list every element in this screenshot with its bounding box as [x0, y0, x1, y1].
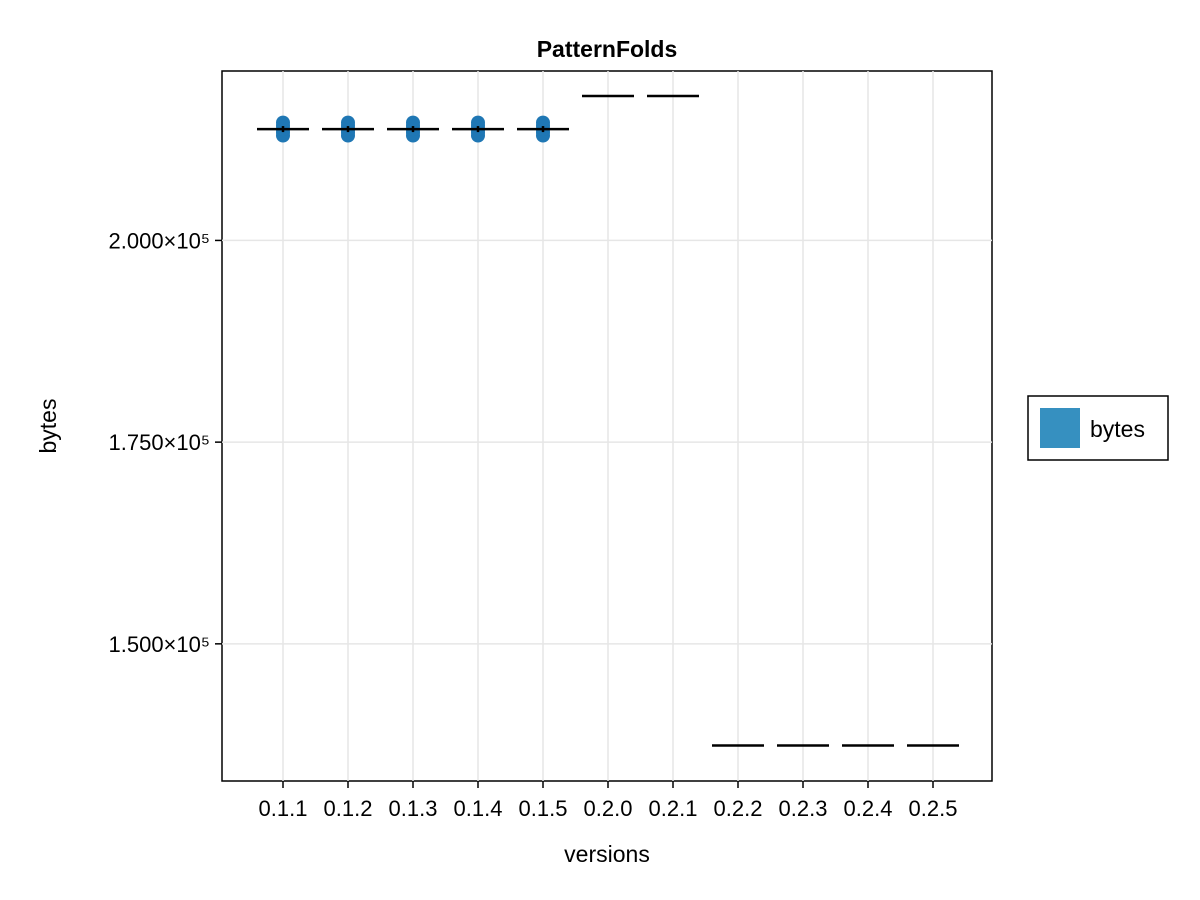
data-point: [276, 115, 290, 130]
x-tick-label: 0.1.2: [324, 796, 373, 821]
plot-area: [221, 70, 993, 782]
data-point: [536, 115, 550, 130]
y-tick-label: 2.000×10⁵: [109, 228, 211, 253]
legend-label: bytes: [1090, 416, 1145, 442]
x-tick-label: 0.1.4: [454, 796, 503, 821]
grid-lines: [222, 71, 992, 781]
x-tick-label: 0.2.0: [584, 796, 633, 821]
chart-title: PatternFolds: [537, 36, 678, 62]
data-point: [471, 115, 485, 130]
data-layer: [257, 94, 959, 747]
x-tick-label: 0.1.3: [389, 796, 438, 821]
x-axis-title: versions: [564, 841, 650, 867]
y-tick-label: 1.750×10⁵: [109, 430, 211, 455]
x-tick-label: 0.2.5: [909, 796, 958, 821]
x-tick-label: 0.2.4: [844, 796, 893, 821]
data-point: [341, 115, 355, 130]
x-tick-label: 0.2.3: [779, 796, 828, 821]
legend-swatch: [1040, 408, 1080, 448]
y-tick-label: 1.500×10⁵: [109, 632, 211, 657]
axis-layer: 0.1.1 0.1.2 0.1.3 0.1.4 0.1.5 0.2.0 0.2.1 0.2.2…: [109, 228, 958, 821]
y-axis-title: bytes: [35, 399, 61, 454]
x-tick-label: 0.1.5: [519, 796, 568, 821]
x-tick-label: 0.2.1: [649, 796, 698, 821]
x-tick-label: 0.2.2: [714, 796, 763, 821]
x-tick-label: 0.1.1: [259, 796, 308, 821]
data-point: [406, 115, 420, 130]
legend: bytes: [1027, 395, 1169, 461]
